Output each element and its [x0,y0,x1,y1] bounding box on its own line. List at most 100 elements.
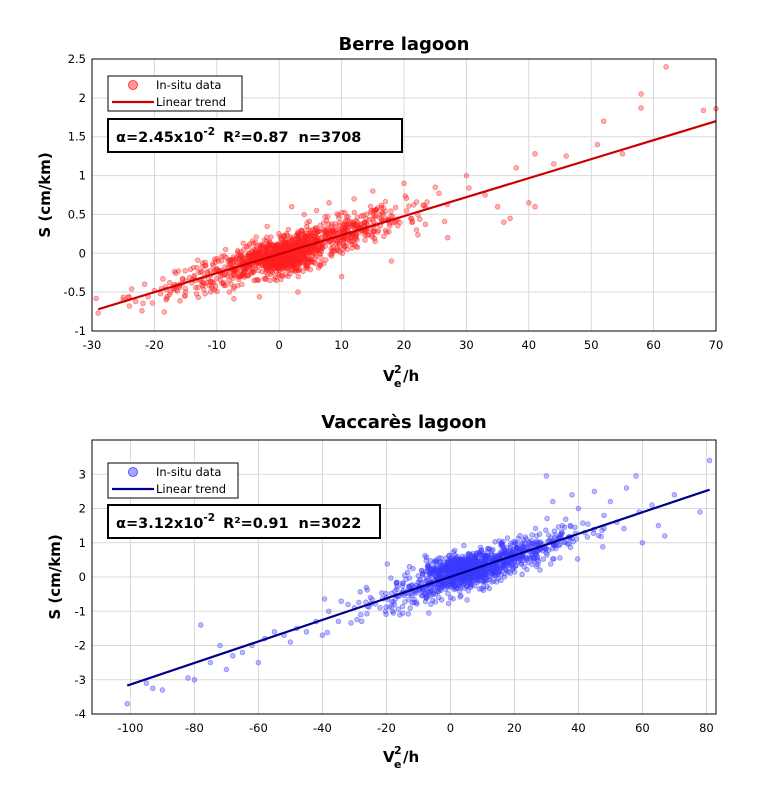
data-point [261,260,268,266]
data-point [240,240,247,247]
data-point [223,666,230,673]
data-point [307,256,313,262]
data-point [310,227,316,233]
data-point [191,677,198,683]
data-point [417,216,423,222]
data-point [157,291,164,297]
data-point [274,261,280,267]
data-point [520,543,526,550]
data-point [562,516,569,522]
data-point [537,567,543,573]
data-point [447,594,454,601]
y-tick-labels: -4 -3 -2 -1 0 1 2 3 [75,467,86,721]
data-point [458,592,464,599]
data-point [445,600,452,607]
y-tick-label: -3 [75,673,86,687]
data-point [309,236,315,243]
data-point [235,248,241,254]
stats-box: α=2.45x10-2 R²=0.87 n=3708 [107,118,403,153]
data-point [600,544,606,550]
stat-alpha: α=3.12x10 [116,516,203,532]
x-tick-label: 50 [584,338,599,352]
data-point [404,569,411,575]
data-point [275,271,281,277]
data-point [526,200,532,206]
data-point [433,587,439,594]
data-point [547,561,554,567]
data-point [544,515,550,522]
data-point [359,618,365,624]
x-tick-labels: -30 -20 -10 0 10 20 30 40 50 60 70 [83,338,724,352]
data-point [461,542,467,549]
data-point [466,185,472,191]
data-point [95,310,101,316]
y-tick-label: 2.5 [68,52,86,66]
data-point [358,611,364,618]
data-point [519,571,525,577]
x-axis-label: V 2 e /h [383,363,419,390]
data-point [281,254,288,261]
x-tick-label: 0 [276,338,283,352]
data-point [510,566,516,572]
data-point [367,594,374,601]
stat-n: n=3708 [299,130,362,146]
data-point [639,540,646,546]
data-point [437,567,444,574]
data-point [187,266,194,272]
data-point [536,531,543,537]
data-point [255,659,262,666]
data-point [341,222,347,229]
data-point [336,212,342,218]
data-point [464,597,470,603]
data-point [591,488,598,495]
data-point [264,223,270,230]
y-tick-label: -1 [75,324,86,338]
data-point [574,556,581,562]
data-point [349,219,355,225]
data-point [282,260,288,266]
data-point [496,569,502,575]
data-point [391,601,397,608]
data-point [445,235,451,241]
data-point [423,557,429,564]
data-point [236,255,243,262]
data-point [214,256,220,262]
data-point [307,267,313,273]
data-point [556,542,562,549]
data-point [329,227,336,233]
data-point [356,599,362,606]
data-point [204,269,210,275]
data-point [567,523,574,530]
data-point [214,266,220,272]
data-point [314,234,320,240]
data-point [503,567,509,573]
data-point [663,64,669,70]
data-point [93,295,99,302]
data-point [360,212,366,219]
data-point [638,91,644,97]
y-tick-label: 3 [79,467,86,481]
data-point [480,583,487,590]
data-point [388,575,394,581]
data-point [326,608,332,614]
data-point [706,457,713,464]
data-point [207,267,213,274]
stat-r2: R²=0.91 [223,516,288,532]
data-point [268,234,274,240]
y-tick-label: -1 [75,604,86,618]
data-point [141,281,148,287]
y-tick-label: 2 [79,502,86,516]
data-point [426,570,433,577]
data-point [543,527,549,533]
data-point [295,273,301,280]
data-point [655,522,662,529]
data-point [345,214,351,220]
data-point [465,588,471,594]
data-point [274,241,280,247]
data-point [649,502,655,508]
data-point [293,255,300,261]
data-point [340,239,347,245]
data-point [186,275,193,281]
data-point [302,260,308,267]
data-point [228,281,234,287]
